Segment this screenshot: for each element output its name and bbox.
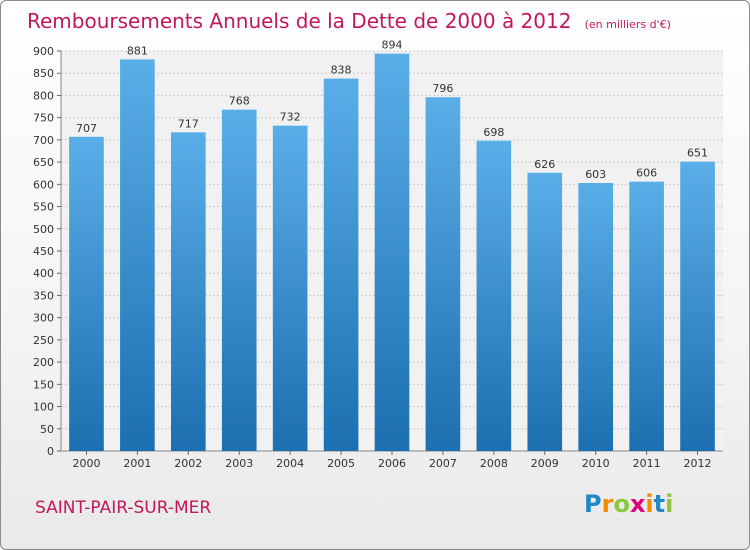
x-tick-label: 2003	[225, 457, 253, 470]
chart-title-text: Remboursements Annuels de la Dette de 20…	[27, 9, 572, 33]
bar	[170, 132, 206, 452]
x-tick-label: 2007	[429, 457, 457, 470]
chart-title: Remboursements Annuels de la Dette de 20…	[27, 9, 671, 33]
bar	[527, 172, 563, 451]
logo-letter: i	[645, 490, 654, 518]
x-tick-label: 2004	[276, 457, 304, 470]
y-tick-label: 450	[33, 245, 54, 258]
data-label: 796	[432, 82, 453, 95]
data-label: 606	[636, 167, 657, 180]
bar	[578, 183, 614, 451]
proxiti-logo: Proxiti	[584, 490, 673, 518]
y-tick-label: 500	[33, 223, 54, 236]
y-tick-label: 800	[33, 89, 54, 102]
bar	[272, 125, 308, 452]
bar	[425, 97, 461, 451]
y-tick-label: 150	[33, 378, 54, 391]
x-tick-label: 2005	[327, 457, 355, 470]
data-label: 626	[534, 158, 555, 171]
bar	[680, 161, 715, 451]
commune-name: SAINT-PAIR-SUR-MER	[35, 498, 212, 518]
y-tick-label: 600	[33, 178, 54, 191]
x-tick-label: 2010	[582, 457, 610, 470]
y-tick-label: 0	[47, 445, 54, 458]
logo-letter: x	[629, 490, 646, 518]
data-label: 838	[331, 64, 352, 77]
bar	[120, 59, 155, 451]
y-tick-label: 50	[40, 423, 54, 436]
x-tick-label: 2001	[123, 457, 151, 470]
data-label: 717	[178, 117, 199, 130]
bar	[629, 181, 664, 451]
data-label: 651	[687, 147, 708, 160]
data-label: 603	[585, 168, 606, 181]
y-tick-label: 400	[33, 267, 54, 280]
data-label: 768	[229, 95, 250, 108]
y-tick-label: 200	[33, 356, 54, 369]
logo-letter: t	[653, 490, 666, 518]
logo-letter: r	[601, 490, 614, 518]
data-label: 732	[280, 111, 301, 124]
bar	[221, 109, 257, 452]
y-tick-label: 900	[33, 45, 54, 58]
logo-letter: o	[613, 490, 630, 518]
x-tick-label: 2011	[633, 457, 661, 470]
x-tick-label: 2012	[684, 457, 712, 470]
data-label: 881	[127, 44, 148, 57]
logo-letter: P	[584, 490, 602, 518]
y-tick-label: 550	[33, 201, 54, 214]
logo-letter: i	[665, 490, 674, 518]
bar	[374, 53, 410, 452]
data-label: 707	[76, 122, 97, 135]
x-tick-label: 2002	[174, 457, 202, 470]
chart-unit-text: (en milliers d'€)	[584, 18, 671, 31]
x-tick-label: 2008	[480, 457, 508, 470]
x-tick-label: 2006	[378, 457, 406, 470]
data-label: 894	[382, 39, 403, 52]
y-tick-label: 700	[33, 134, 54, 147]
y-tick-label: 250	[33, 334, 54, 347]
y-tick-label: 750	[33, 112, 54, 125]
x-tick-label: 2009	[531, 457, 559, 470]
y-tick-label: 650	[33, 156, 54, 169]
x-tick-label: 2000	[72, 457, 100, 470]
bar	[476, 140, 512, 451]
y-tick-label: 100	[33, 401, 54, 414]
y-tick-label: 300	[33, 312, 54, 325]
bar	[69, 136, 104, 451]
bar	[323, 78, 359, 452]
y-tick-label: 850	[33, 67, 54, 80]
y-tick-label: 350	[33, 289, 54, 302]
data-label: 698	[483, 126, 504, 139]
